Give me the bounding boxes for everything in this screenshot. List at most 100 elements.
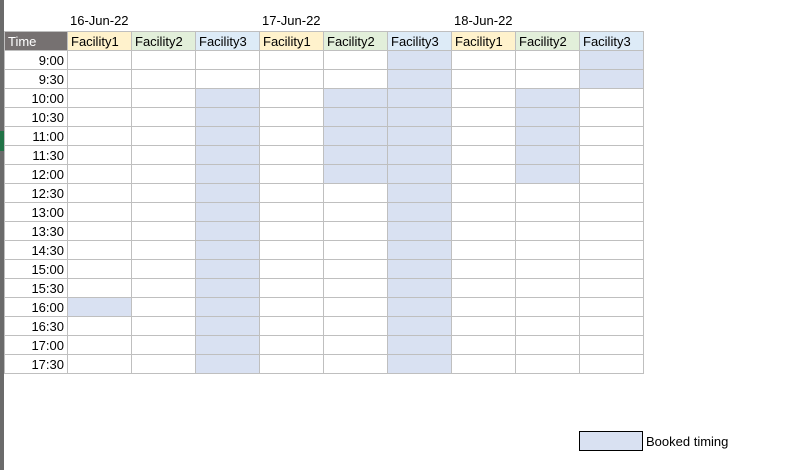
slot-cell[interactable] [579, 335, 644, 355]
slot-cell[interactable] [515, 221, 580, 241]
booked-cell[interactable] [387, 354, 452, 374]
slot-cell[interactable] [323, 259, 388, 279]
booked-cell[interactable] [387, 316, 452, 336]
booked-cell[interactable] [195, 126, 260, 146]
slot-cell[interactable] [515, 240, 580, 260]
slot-cell[interactable] [323, 354, 388, 374]
slot-cell[interactable] [131, 126, 196, 146]
slot-cell[interactable] [259, 126, 324, 146]
slot-cell[interactable] [515, 69, 580, 89]
booked-cell[interactable] [579, 50, 644, 70]
slot-cell[interactable] [579, 354, 644, 374]
slot-cell[interactable] [67, 202, 132, 222]
slot-cell[interactable] [131, 50, 196, 70]
booked-cell[interactable] [195, 145, 260, 165]
slot-cell[interactable] [67, 278, 132, 298]
booked-cell[interactable] [195, 221, 260, 241]
slot-cell[interactable] [259, 164, 324, 184]
slot-cell[interactable] [131, 240, 196, 260]
booked-cell[interactable] [387, 202, 452, 222]
booked-cell[interactable] [323, 126, 388, 146]
slot-cell[interactable] [259, 221, 324, 241]
slot-cell[interactable] [451, 259, 516, 279]
booked-cell[interactable] [515, 88, 580, 108]
slot-cell[interactable] [323, 69, 388, 89]
time-cell[interactable]: 11:30 [4, 145, 68, 165]
slot-cell[interactable] [451, 221, 516, 241]
time-cell[interactable]: 15:00 [4, 259, 68, 279]
booked-cell[interactable] [195, 240, 260, 260]
booked-cell[interactable] [387, 259, 452, 279]
slot-cell[interactable] [579, 88, 644, 108]
slot-cell[interactable] [259, 240, 324, 260]
slot-cell[interactable] [323, 183, 388, 203]
slot-cell[interactable] [131, 164, 196, 184]
slot-cell[interactable] [451, 50, 516, 70]
booked-cell[interactable] [387, 221, 452, 241]
booked-cell[interactable] [387, 297, 452, 317]
slot-cell[interactable] [451, 278, 516, 298]
time-header[interactable]: Time [4, 31, 68, 51]
slot-cell[interactable] [579, 297, 644, 317]
time-cell[interactable]: 17:00 [4, 335, 68, 355]
slot-cell[interactable] [131, 278, 196, 298]
slot-cell[interactable] [579, 164, 644, 184]
slot-cell[interactable] [579, 278, 644, 298]
booked-cell[interactable] [323, 164, 388, 184]
booked-cell[interactable] [67, 297, 132, 317]
facility-header[interactable]: Facility3 [195, 31, 260, 51]
slot-cell[interactable] [67, 259, 132, 279]
slot-cell[interactable] [579, 202, 644, 222]
booked-cell[interactable] [195, 88, 260, 108]
facility-header[interactable]: Facility1 [451, 31, 516, 51]
booked-cell[interactable] [387, 107, 452, 127]
slot-cell[interactable] [515, 316, 580, 336]
booked-cell[interactable] [195, 259, 260, 279]
time-cell[interactable]: 13:30 [4, 221, 68, 241]
slot-cell[interactable] [579, 107, 644, 127]
slot-cell[interactable] [67, 335, 132, 355]
booked-cell[interactable] [387, 50, 452, 70]
time-cell[interactable]: 17:30 [4, 354, 68, 374]
slot-cell[interactable] [323, 50, 388, 70]
time-cell[interactable]: 16:00 [4, 297, 68, 317]
slot-cell[interactable] [515, 335, 580, 355]
slot-cell[interactable] [451, 354, 516, 374]
slot-cell[interactable] [451, 69, 516, 89]
time-cell[interactable]: 15:30 [4, 278, 68, 298]
facility-header[interactable]: Facility2 [323, 31, 388, 51]
slot-cell[interactable] [131, 183, 196, 203]
booked-cell[interactable] [387, 164, 452, 184]
slot-cell[interactable] [515, 183, 580, 203]
slot-cell[interactable] [67, 107, 132, 127]
slot-cell[interactable] [451, 164, 516, 184]
slot-cell[interactable] [323, 278, 388, 298]
slot-cell[interactable] [451, 202, 516, 222]
slot-cell[interactable] [131, 88, 196, 108]
booked-cell[interactable] [195, 297, 260, 317]
booked-cell[interactable] [195, 278, 260, 298]
slot-cell[interactable] [195, 69, 260, 89]
time-cell[interactable]: 12:30 [4, 183, 68, 203]
slot-cell[interactable] [259, 297, 324, 317]
slot-cell[interactable] [259, 259, 324, 279]
slot-cell[interactable] [323, 202, 388, 222]
slot-cell[interactable] [131, 297, 196, 317]
booked-cell[interactable] [387, 69, 452, 89]
time-cell[interactable]: 16:30 [4, 316, 68, 336]
slot-cell[interactable] [259, 278, 324, 298]
slot-cell[interactable] [515, 259, 580, 279]
booked-cell[interactable] [515, 164, 580, 184]
slot-cell[interactable] [67, 164, 132, 184]
slot-cell[interactable] [67, 126, 132, 146]
slot-cell[interactable] [451, 145, 516, 165]
slot-cell[interactable] [259, 202, 324, 222]
slot-cell[interactable] [259, 145, 324, 165]
booked-cell[interactable] [195, 354, 260, 374]
slot-cell[interactable] [259, 183, 324, 203]
slot-cell[interactable] [579, 259, 644, 279]
slot-cell[interactable] [67, 316, 132, 336]
time-cell[interactable]: 12:00 [4, 164, 68, 184]
time-cell[interactable]: 14:30 [4, 240, 68, 260]
slot-cell[interactable] [451, 335, 516, 355]
